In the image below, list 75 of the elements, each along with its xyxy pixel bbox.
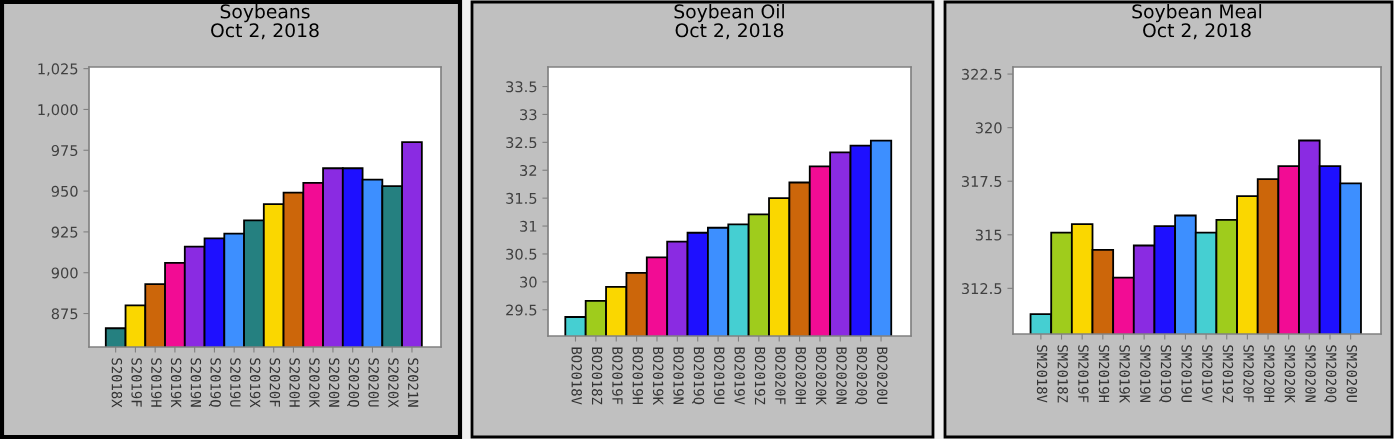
chart-subtitle: Oct 2, 2018 xyxy=(1143,23,1251,40)
x-tick-label: S2021N xyxy=(407,358,419,407)
chart-title: Soybean Oil xyxy=(674,4,784,23)
x-tick-label: SM2018Z xyxy=(1057,345,1068,403)
y-tick-label: 950 xyxy=(51,185,78,197)
x-tick-label: S2019Q xyxy=(208,358,221,407)
x-tick-label: SM2019K xyxy=(1119,345,1130,403)
x-tick-label: S2019K xyxy=(170,358,182,408)
x-tick-label: SM2019H xyxy=(1098,345,1110,403)
x-tick-label: BO2020F xyxy=(775,347,786,405)
y-tick-label: 975 xyxy=(51,144,78,157)
y-tick-label: 33 xyxy=(520,109,537,121)
y-tick-label: 31.5 xyxy=(506,192,537,204)
x-tick-label: BO2018Z xyxy=(591,347,603,405)
y-tick-label: 322.5 xyxy=(961,68,1002,80)
x-tick-label: S2018X xyxy=(111,358,123,408)
x-tick-label: BO2020H xyxy=(795,347,807,405)
y-tick-label: 33.5 xyxy=(506,81,537,93)
x-tick-label: SM2020N xyxy=(1305,345,1316,403)
x-tick-label: SM2020H xyxy=(1263,345,1275,403)
x-tick-label: SM2019V xyxy=(1202,345,1213,403)
y-tick-label: 315 xyxy=(975,229,1002,241)
x-tick-label: SM2019F xyxy=(1078,345,1089,403)
chart-subtitle: Oct 2, 2018 xyxy=(675,23,784,40)
y-tick-label: 317.5 xyxy=(961,175,1002,187)
y-tick-label: 32.5 xyxy=(506,137,537,149)
x-tick-label: SM2020F xyxy=(1243,345,1254,403)
x-tick-label: BO2019F xyxy=(612,347,623,405)
chart-title: Soybean Meal xyxy=(1132,4,1262,23)
x-tick-label: S2019X xyxy=(249,358,261,408)
y-tick-label: 30 xyxy=(520,276,537,288)
x-tick-label: S2020N xyxy=(328,358,340,407)
x-tick-label: SM2018V xyxy=(1036,345,1048,403)
x-tick-label: BO2020U xyxy=(876,347,888,404)
y-tick-label: 1,025 xyxy=(38,63,78,76)
y-tick-label: 30.5 xyxy=(506,248,537,260)
y-tick-label: 312.5 xyxy=(961,283,1002,295)
x-tick-label: S2019F xyxy=(131,358,142,407)
x-tick-label: BO2018V xyxy=(571,347,582,405)
chart-title: Soybeans xyxy=(220,4,310,23)
x-tick-label: S2020H xyxy=(289,358,300,407)
x-tick-label: BO2020N xyxy=(836,347,847,405)
x-tick-label: S2020Q xyxy=(347,358,360,407)
x-tick-label: S2020F xyxy=(269,358,281,407)
x-tick-label: SM2019Q xyxy=(1159,345,1172,403)
y-tick-label: 31 xyxy=(520,220,537,232)
y-tick-label: 1,000 xyxy=(38,104,78,117)
x-tick-label: SM2020Q xyxy=(1324,345,1337,403)
x-tick-label: BO2019V xyxy=(734,347,745,405)
x-tick-label: S2020K xyxy=(309,358,320,408)
x-tick-label: S2020X xyxy=(388,358,399,408)
x-tick-label: BO2019K xyxy=(652,347,664,405)
y-tick-label: 925 xyxy=(51,226,78,238)
y-tick-label: 32 xyxy=(520,164,537,176)
x-tick-label: SM2020K xyxy=(1284,345,1296,403)
y-tick-label: 29.5 xyxy=(506,304,537,316)
x-tick-label: BO2019N xyxy=(673,347,684,405)
x-tick-label: BO2019Z xyxy=(754,347,766,405)
x-tick-label: BO2019U xyxy=(714,347,725,404)
y-tick-label: 875 xyxy=(51,308,78,320)
x-tick-label: SM2019N xyxy=(1140,345,1151,403)
x-tick-label: BO2020K xyxy=(815,347,827,405)
x-tick-label: SM2019U xyxy=(1181,345,1192,402)
chart-subtitle: Oct 2, 2018 xyxy=(211,23,319,40)
x-tick-label: BO2019Q xyxy=(692,347,705,405)
y-tick-label: 900 xyxy=(51,267,78,279)
y-tick-label: 320 xyxy=(975,122,1002,134)
x-tick-label: S2020U xyxy=(368,358,379,407)
x-tick-label: S2019H xyxy=(151,358,162,407)
x-tick-label: S2019U xyxy=(230,358,241,407)
x-tick-label: BO2020Q xyxy=(854,347,868,405)
x-tick-label: SM2019Z xyxy=(1222,345,1234,403)
x-tick-label: SM2020U xyxy=(1346,345,1358,402)
x-tick-label: S2019N xyxy=(190,358,202,407)
x-tick-label: BO2019H xyxy=(632,347,644,405)
